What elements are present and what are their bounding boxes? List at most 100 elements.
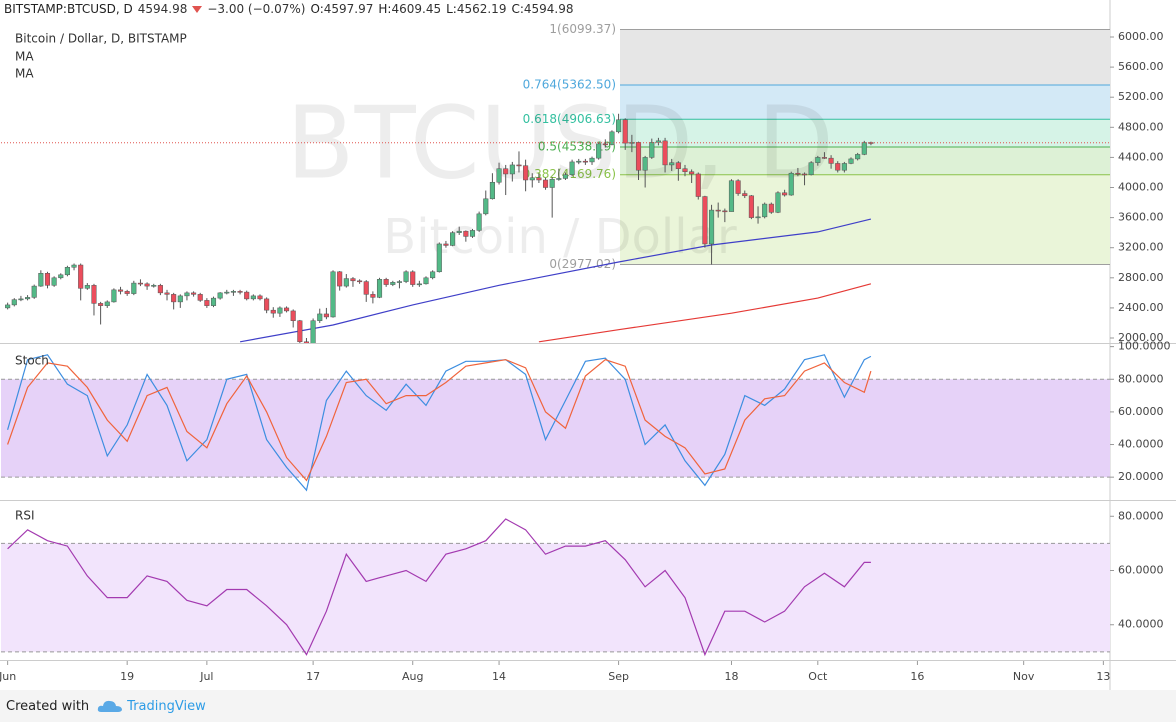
candle-body <box>815 157 821 163</box>
candle-body <box>217 292 223 299</box>
footer-text: Created with <box>6 698 90 714</box>
x-tick-label: Nov <box>1013 670 1035 683</box>
candle-body <box>782 192 788 196</box>
candle-body <box>171 294 177 303</box>
fib-label: 0.764(5362.50) <box>523 77 616 91</box>
candle-body <box>84 285 90 289</box>
x-tick-label: Sep <box>608 670 629 683</box>
candle-body <box>715 209 721 212</box>
candle-body <box>788 172 794 196</box>
candle-body <box>330 271 336 318</box>
candle-body <box>496 168 502 183</box>
candle-body <box>649 142 655 158</box>
footer: Created with TradingView <box>0 690 1176 722</box>
candle-body <box>821 157 827 159</box>
candle-body <box>582 160 588 163</box>
candle-body <box>323 313 329 318</box>
candle-body <box>523 165 529 181</box>
candle-body <box>509 164 515 175</box>
candle-body <box>177 295 183 303</box>
candle-body <box>536 177 542 181</box>
band <box>1 379 1110 478</box>
candle-body <box>529 177 535 181</box>
candle-body <box>596 143 602 159</box>
panel <box>1 518 1110 657</box>
panel-title: RSI <box>15 509 35 523</box>
candle-body <box>151 285 157 287</box>
last-price: 4594.98 <box>137 2 188 16</box>
candle-body <box>443 243 449 246</box>
candle-body <box>117 289 124 292</box>
candle-body <box>51 277 57 286</box>
series-line <box>239 218 872 343</box>
ohlc-l-label: L: <box>446 2 457 16</box>
candle-body <box>184 292 190 297</box>
candle-body <box>808 162 814 175</box>
candle-body <box>483 198 489 215</box>
x-tick-label: Jun <box>0 670 16 683</box>
candle-body <box>762 203 768 218</box>
x-tick-label: 18 <box>724 670 738 683</box>
header: BITSTAMP:BTCUSD, D 4594.98 −3.00 (−0.07%… <box>0 0 578 18</box>
x-tick-label: 16 <box>910 670 924 683</box>
candle-body <box>635 142 642 171</box>
candle-body <box>383 279 389 285</box>
band <box>1 543 1110 652</box>
candle-body <box>569 161 575 175</box>
candle-body <box>370 294 376 298</box>
candle-body <box>430 271 436 279</box>
candle-body <box>469 230 476 237</box>
fib-label: 1(6099.37) <box>549 22 616 36</box>
candle-body <box>350 278 356 282</box>
candle-body <box>64 267 70 276</box>
ohlc-l: 4562.19 <box>456 2 507 16</box>
x-tick-label: 14 <box>492 670 506 683</box>
candle-body <box>396 281 402 283</box>
y-tick-label: 80.0000 <box>1118 509 1164 522</box>
candle-body <box>230 291 236 293</box>
y-tick-label: 40.0000 <box>1118 618 1164 631</box>
y-tick-label: 4000.00 <box>1118 181 1164 194</box>
candle-body <box>695 173 701 197</box>
y-tick-label: 40.0000 <box>1118 438 1164 451</box>
y-tick-label: 2800.00 <box>1118 271 1164 284</box>
y-tick-label: 6000.00 <box>1118 30 1164 43</box>
candle-body <box>38 273 44 287</box>
candle-body <box>828 157 834 164</box>
brand[interactable]: TradingView <box>127 698 206 714</box>
candle-body <box>104 301 110 306</box>
candle-body <box>848 158 854 164</box>
y-tick-label: 4400.00 <box>1118 150 1164 163</box>
ohlc-h-label: H: <box>378 2 392 16</box>
candle-body <box>390 282 396 285</box>
y-tick-label: 2400.00 <box>1118 301 1164 314</box>
candle-body <box>210 297 217 306</box>
candle-body <box>689 171 695 175</box>
candle-body <box>662 140 668 166</box>
candle-body <box>576 160 582 163</box>
candle-body <box>622 119 628 144</box>
candle-body <box>450 232 456 246</box>
y-tick-label: 4800.00 <box>1118 120 1164 133</box>
candle-body <box>224 291 230 294</box>
candle-body <box>562 174 569 179</box>
candle-body <box>297 320 303 343</box>
candle-body <box>436 243 442 273</box>
candle-body <box>131 282 137 294</box>
candle-body <box>44 273 51 286</box>
series-line <box>7 518 871 657</box>
candle-body <box>204 300 210 306</box>
legend-entry: MA <box>15 50 34 64</box>
candle-body <box>549 178 555 188</box>
candle-body <box>337 271 343 287</box>
series-line <box>538 283 872 343</box>
ohlc-c: 4594.98 <box>523 2 574 16</box>
x-tick-label: 19 <box>120 670 134 683</box>
candle-body <box>602 143 608 146</box>
candle-body <box>363 281 369 295</box>
candle-body <box>376 279 383 298</box>
candle-body <box>310 320 316 343</box>
y-tick-label: 5600.00 <box>1118 60 1164 73</box>
series-line <box>7 354 872 492</box>
